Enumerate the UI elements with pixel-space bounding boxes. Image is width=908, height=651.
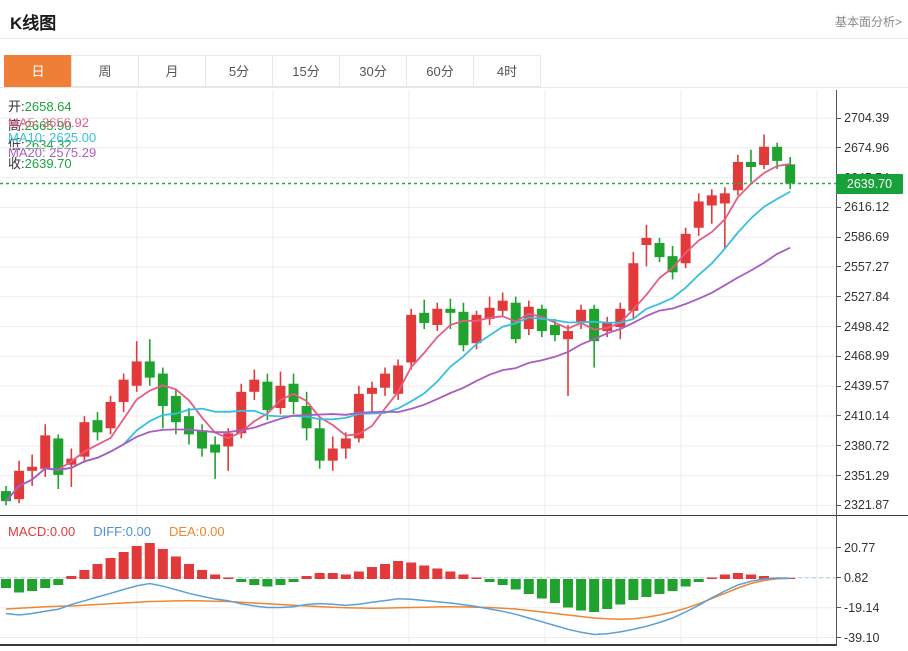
price-tick-label: 2439.57 <box>844 379 890 394</box>
price-tick-label: 2498.42 <box>844 319 890 334</box>
page-title: K线图 <box>10 14 57 33</box>
bottom-axis-line <box>0 644 836 646</box>
quote-item: 开:2658.64 <box>8 96 72 115</box>
price-tick-label: 2410.14 <box>844 408 890 423</box>
macd-tick-label: -19.14 <box>844 600 880 615</box>
price-tick <box>836 206 841 208</box>
ma-item: MA20: 2575.29 <box>8 145 97 160</box>
price-tick <box>836 326 841 328</box>
price-tick <box>836 445 841 447</box>
price-tick <box>836 385 841 387</box>
price-axis-line <box>836 90 837 646</box>
quote-value: 2665.90 <box>24 118 72 133</box>
tab-4时[interactable]: 4时 <box>473 55 541 87</box>
tab-日[interactable]: 日 <box>4 55 72 87</box>
macd-tick <box>836 607 841 609</box>
main-chart-canvas[interactable] <box>0 90 836 516</box>
period-tabs: 日周月 5分 15分 30分 60分 4时 <box>4 55 541 88</box>
price-tick-label: 2674.96 <box>844 140 890 155</box>
price-tick-label: 2321.87 <box>844 498 890 513</box>
tabs-baseline <box>0 87 908 88</box>
tab-5分[interactable]: 5分 <box>205 55 273 87</box>
ma-bar: MA5: 2656.92 MA10: 2625.00 MA20: 2575.29 <box>8 115 112 160</box>
panel-separator <box>0 515 908 516</box>
price-tick-label: 2586.69 <box>844 230 890 245</box>
macd-panel-canvas[interactable] <box>0 517 836 646</box>
price-tick-label: 2557.27 <box>844 259 890 274</box>
tab-60分[interactable]: 60分 <box>406 55 474 87</box>
tab-月[interactable]: 月 <box>138 55 206 87</box>
price-tick-label: 2380.72 <box>844 438 890 453</box>
header-divider <box>0 38 908 39</box>
quote-value: 2639.70 <box>24 156 72 171</box>
macd-tick <box>836 547 841 549</box>
price-tick-label: 2616.12 <box>844 200 890 215</box>
quote-label: 高: <box>8 118 25 133</box>
quote-item: 高:2665.90 <box>8 115 72 134</box>
macd-tick <box>836 637 841 639</box>
quote-item: 收:2639.70 <box>8 153 72 172</box>
price-tick-label: 2468.99 <box>844 349 890 364</box>
macd-tick-label: 0.82 <box>844 570 869 585</box>
quote-label: 开: <box>8 99 25 114</box>
price-tick-label: 2527.84 <box>844 289 890 304</box>
price-tick <box>836 117 841 119</box>
price-tick <box>836 415 841 417</box>
price-tick <box>836 266 841 268</box>
price-tick <box>836 355 841 357</box>
macd-info-item: MACD:0.00 <box>8 524 76 539</box>
price-tick-label: 2351.29 <box>844 468 890 483</box>
current-price-badge: 2639.70 <box>836 173 903 194</box>
macd-tick <box>836 577 841 579</box>
tab-周[interactable]: 周 <box>71 55 139 87</box>
quote-label: 收: <box>8 156 25 171</box>
price-tick <box>836 296 841 298</box>
price-tick <box>836 475 841 477</box>
quote-value: 2658.64 <box>24 99 72 114</box>
price-tick <box>836 147 841 149</box>
price-tick <box>836 504 841 506</box>
tab-15分[interactable]: 15分 <box>272 55 340 87</box>
tab-30分[interactable]: 30分 <box>339 55 407 87</box>
fundamental-analysis-link[interactable]: 基本面分析> <box>834 15 902 29</box>
macd-info-item: DEA:0.00 <box>169 524 225 539</box>
ma-item: MA10: 2625.00 <box>8 130 97 145</box>
price-tick <box>836 236 841 238</box>
macd-tick-label: 20.77 <box>844 540 876 555</box>
macd-tick-label: -39.10 <box>844 630 880 645</box>
ma-item: MA5: 2656.92 <box>8 115 89 130</box>
price-tick-label: 2704.39 <box>844 111 890 125</box>
